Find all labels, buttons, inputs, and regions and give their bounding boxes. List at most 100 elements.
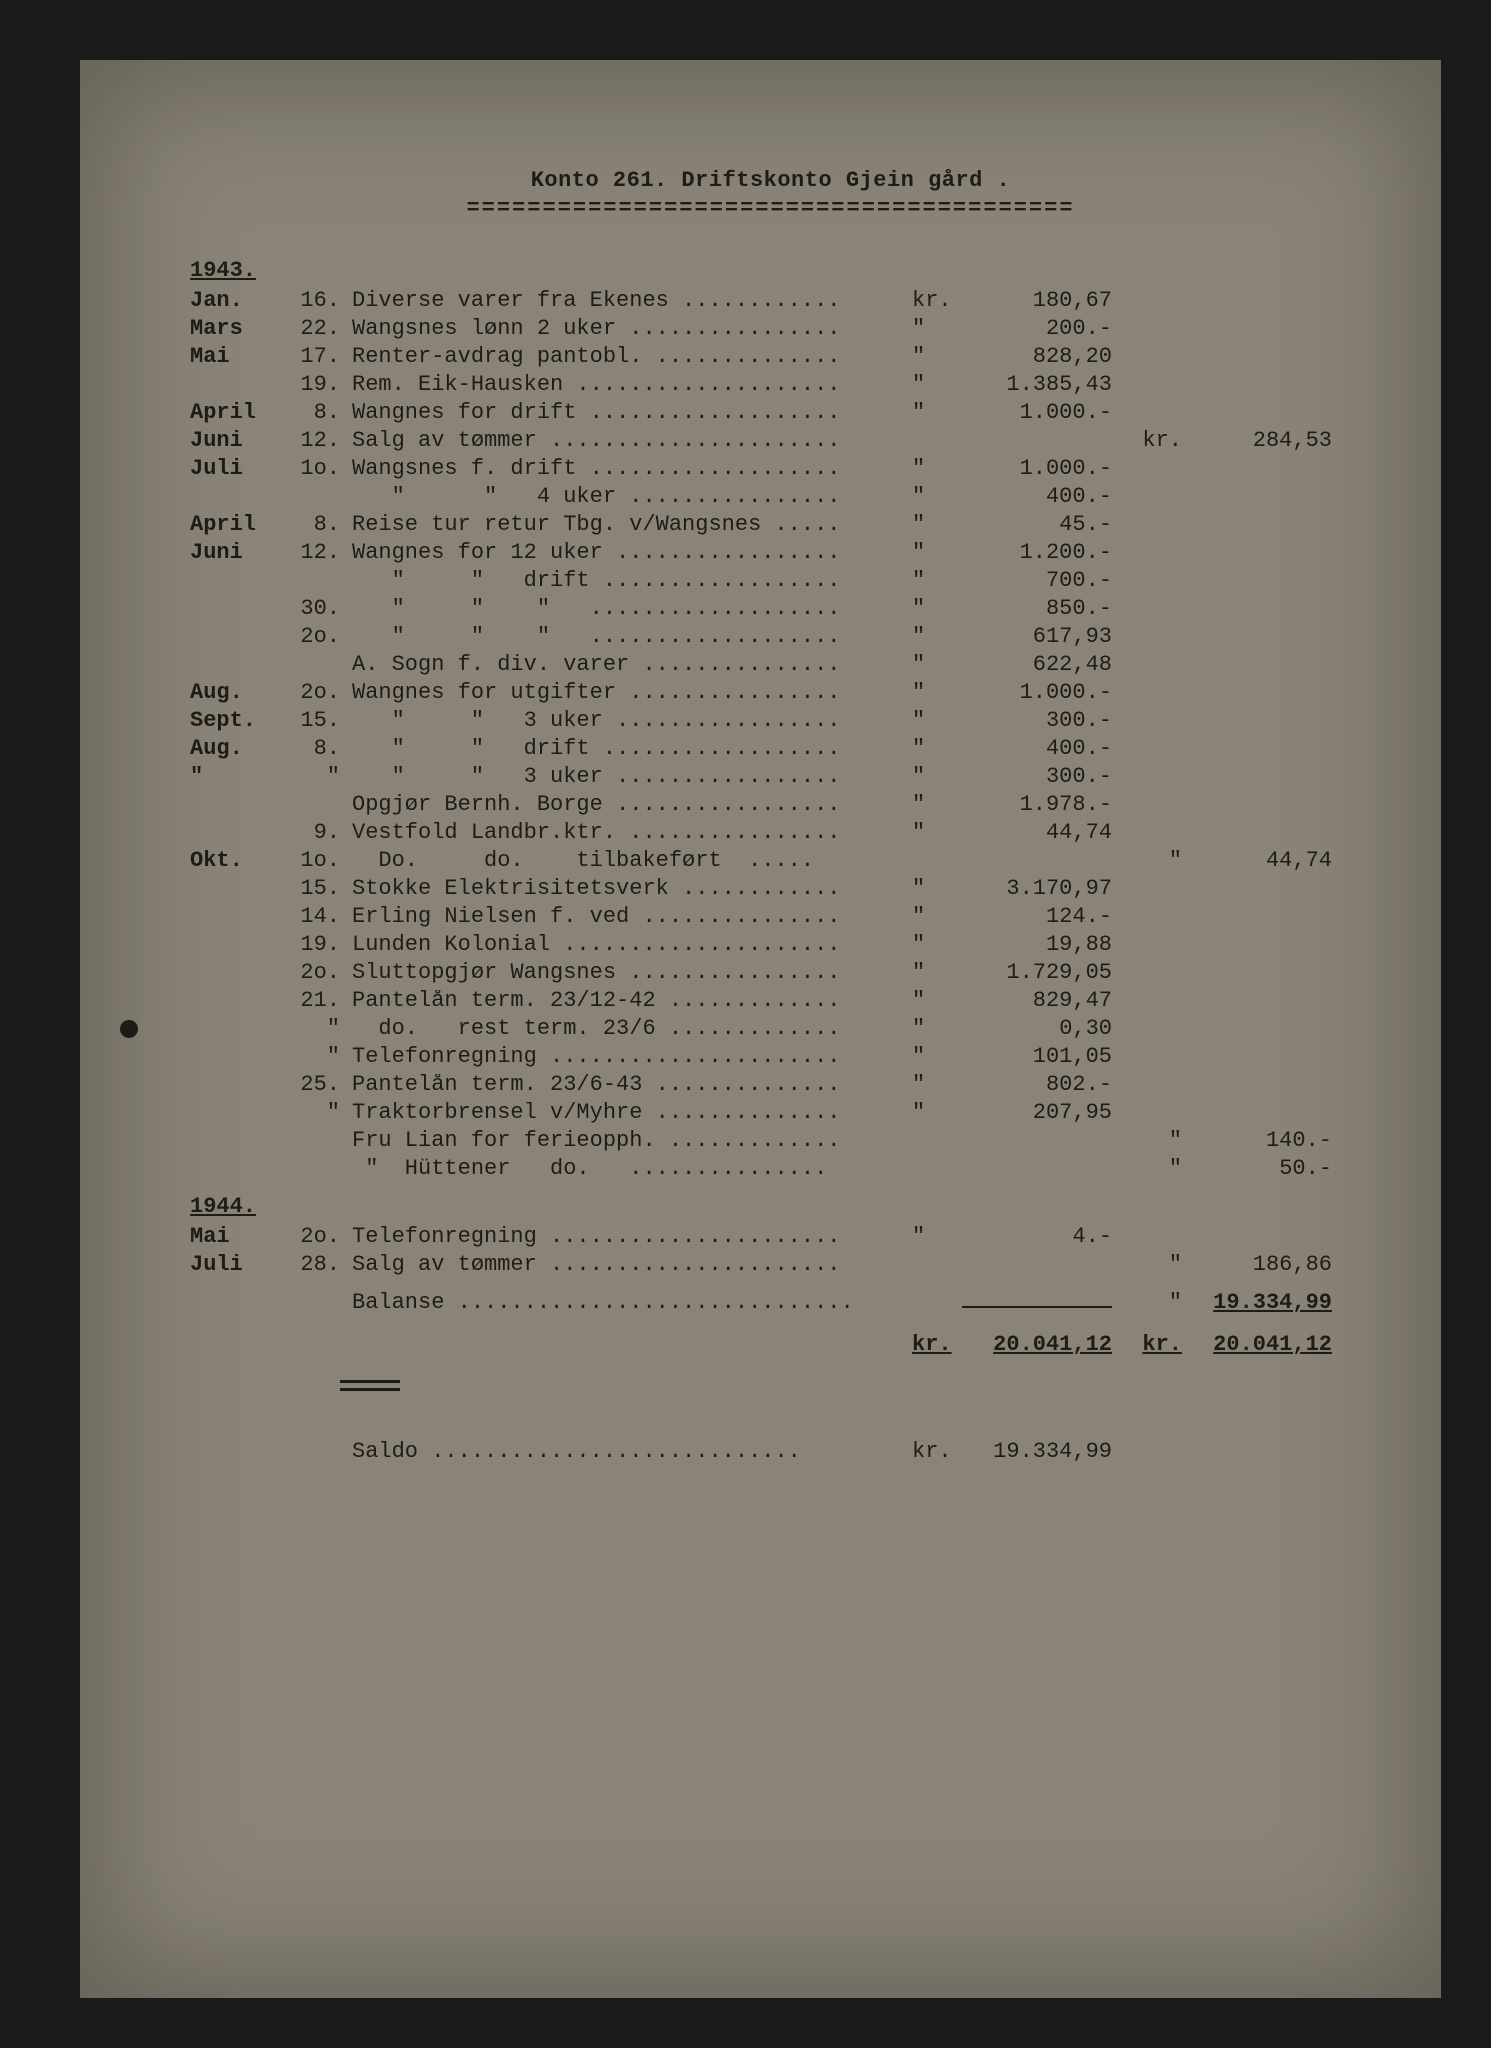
col-debit: 400.- bbox=[962, 738, 1112, 760]
col-unit: " bbox=[912, 346, 962, 368]
col-debit: 19,88 bbox=[962, 934, 1112, 956]
col-description: Salg av tømmer ...................... bbox=[352, 430, 912, 452]
col-month: Juni bbox=[190, 430, 280, 452]
col-credit: 140.- bbox=[1182, 1130, 1332, 1152]
col-debit: 300.- bbox=[962, 766, 1112, 788]
col-day: 12. bbox=[280, 542, 352, 564]
ledger-row: 25.Pantelån term. 23/6-43 ..............… bbox=[190, 1074, 1351, 1102]
col-month: April bbox=[190, 514, 280, 536]
col-debit: 617,93 bbox=[962, 626, 1112, 648]
ledger-rows-1944: Mai2o.Telefonregning ...................… bbox=[190, 1226, 1351, 1282]
ledger-row: Mai2o.Telefonregning ...................… bbox=[190, 1226, 1351, 1254]
col-description: Do. do. tilbakeført ..... bbox=[352, 850, 912, 872]
ledger-row: Mars22.Wangsnes lønn 2 uker ............… bbox=[190, 318, 1351, 346]
col-description: Diverse varer fra Ekenes ............ bbox=[352, 290, 912, 312]
col-debit: 101,05 bbox=[962, 1046, 1112, 1068]
col-day: 21. bbox=[280, 990, 352, 1012]
col-debit: 1.000.- bbox=[962, 682, 1112, 704]
col-day: " bbox=[280, 766, 352, 788]
col-unit: " bbox=[912, 570, 962, 592]
col-day: 2o. bbox=[280, 682, 352, 704]
col-month: " bbox=[190, 766, 280, 788]
col-day: 25. bbox=[280, 1074, 352, 1096]
total-debit: 20.041,12 bbox=[962, 1334, 1112, 1356]
col-day: 1o. bbox=[280, 458, 352, 480]
col-description: Wangnes for utgifter ................ bbox=[352, 682, 912, 704]
col-unit: " bbox=[912, 878, 962, 900]
col-description: Lunden Kolonial ..................... bbox=[352, 934, 912, 956]
col-month: Aug. bbox=[190, 738, 280, 760]
ledger-row: Okt.1o. Do. do. tilbakeført ....."44,74 bbox=[190, 850, 1351, 878]
col-unit: " bbox=[912, 402, 962, 424]
col-unit: " bbox=[912, 962, 962, 984]
col-unit: " bbox=[912, 486, 962, 508]
col-unit: " bbox=[912, 682, 962, 704]
title-underline: ======================================== bbox=[190, 198, 1351, 220]
col-description: Vestfold Landbr.ktr. ................ bbox=[352, 822, 912, 844]
ledger-row: April8.Wangnes for drift ...............… bbox=[190, 402, 1351, 430]
col-debit: 829,47 bbox=[962, 990, 1112, 1012]
col-unit: " bbox=[912, 1102, 962, 1124]
col-description: Pantelån term. 23/12-42 ............. bbox=[352, 990, 912, 1012]
col-unit: " bbox=[912, 318, 962, 340]
col-day: 14. bbox=[280, 906, 352, 928]
balance-label: Balanse .............................. bbox=[352, 1292, 912, 1314]
ledger-row: Sept.15. " " 3 uker ................."30… bbox=[190, 710, 1351, 738]
col-description: Telefonregning ...................... bbox=[352, 1046, 912, 1068]
col-month: Okt. bbox=[190, 850, 280, 872]
col-description: " " 4 uker ................ bbox=[352, 486, 912, 508]
ledger-row: Mai17.Renter-avdrag pantobl. ...........… bbox=[190, 346, 1351, 374]
ledger-row: 15.Stokke Elektrisitetsverk ............… bbox=[190, 878, 1351, 906]
col-unit: " bbox=[912, 654, 962, 676]
col-month: April bbox=[190, 402, 280, 424]
saldo-unit: kr. bbox=[912, 1441, 962, 1463]
col-description: Wangnes for 12 uker ................. bbox=[352, 542, 912, 564]
col-day: 2o. bbox=[280, 626, 352, 648]
col-day: 9. bbox=[280, 822, 352, 844]
col-day: " bbox=[280, 1046, 352, 1068]
ledger-row: 2o. " " " ..................."617,93 bbox=[190, 626, 1351, 654]
col-debit: 1.978.- bbox=[962, 794, 1112, 816]
scan-frame: Konto 261. Driftskonto Gjein gård . ====… bbox=[0, 0, 1491, 2048]
col-description: Rem. Eik-Hausken .................... bbox=[352, 374, 912, 396]
ink-blot bbox=[120, 1020, 138, 1038]
total-credit-unit: kr. bbox=[1112, 1334, 1182, 1356]
col-description: " " 3 uker ................. bbox=[352, 710, 912, 732]
col-day: 19. bbox=[280, 374, 352, 396]
col-description: Reise tur retur Tbg. v/Wangsnes ..... bbox=[352, 514, 912, 536]
col-debit: 700.- bbox=[962, 570, 1112, 592]
col-unit: " bbox=[912, 458, 962, 480]
col-description: Sluttopgjør Wangsnes ................ bbox=[352, 962, 912, 984]
col-debit: 45.- bbox=[962, 514, 1112, 536]
col-credit: 186,86 bbox=[1182, 1254, 1332, 1276]
ledger-row: Juni12.Wangnes for 12 uker .............… bbox=[190, 542, 1351, 570]
col-day: 12. bbox=[280, 430, 352, 452]
col-debit: 828,20 bbox=[962, 346, 1112, 368]
col-debit: 180,67 bbox=[962, 290, 1112, 312]
col-description: " " " ................... bbox=[352, 598, 912, 620]
col-unit: " bbox=[912, 906, 962, 928]
col-day: 17. bbox=[280, 346, 352, 368]
col-description: Wangnes for drift ................... bbox=[352, 402, 912, 424]
col-unit2: " bbox=[1112, 1254, 1182, 1276]
col-unit: " bbox=[912, 1074, 962, 1096]
col-day: 8. bbox=[280, 738, 352, 760]
col-description: Fru Lian for ferieopph. ............. bbox=[352, 1130, 912, 1152]
col-month: Sept. bbox=[190, 710, 280, 732]
col-day: 19. bbox=[280, 934, 352, 956]
col-day: 8. bbox=[280, 402, 352, 424]
total-debit-unit: kr. bbox=[912, 1334, 962, 1356]
col-day: " bbox=[280, 1018, 352, 1040]
col-debit: 1.000.- bbox=[962, 402, 1112, 424]
col-debit: 300.- bbox=[962, 710, 1112, 732]
col-month: Juni bbox=[190, 542, 280, 564]
col-description: Erling Nielsen f. ved ............... bbox=[352, 906, 912, 928]
ledger-row: " Hüttener do. ..............."50.- bbox=[190, 1158, 1351, 1186]
col-day: " bbox=[280, 1102, 352, 1124]
col-month: Mai bbox=[190, 346, 280, 368]
col-day: 8. bbox=[280, 514, 352, 536]
col-description: " " " ................... bbox=[352, 626, 912, 648]
ledger-row: Juli28.Salg av tømmer ..................… bbox=[190, 1254, 1351, 1282]
balance-credit: 19.334,99 bbox=[1182, 1292, 1332, 1314]
col-description: do. rest term. 23/6 ............. bbox=[352, 1018, 912, 1040]
